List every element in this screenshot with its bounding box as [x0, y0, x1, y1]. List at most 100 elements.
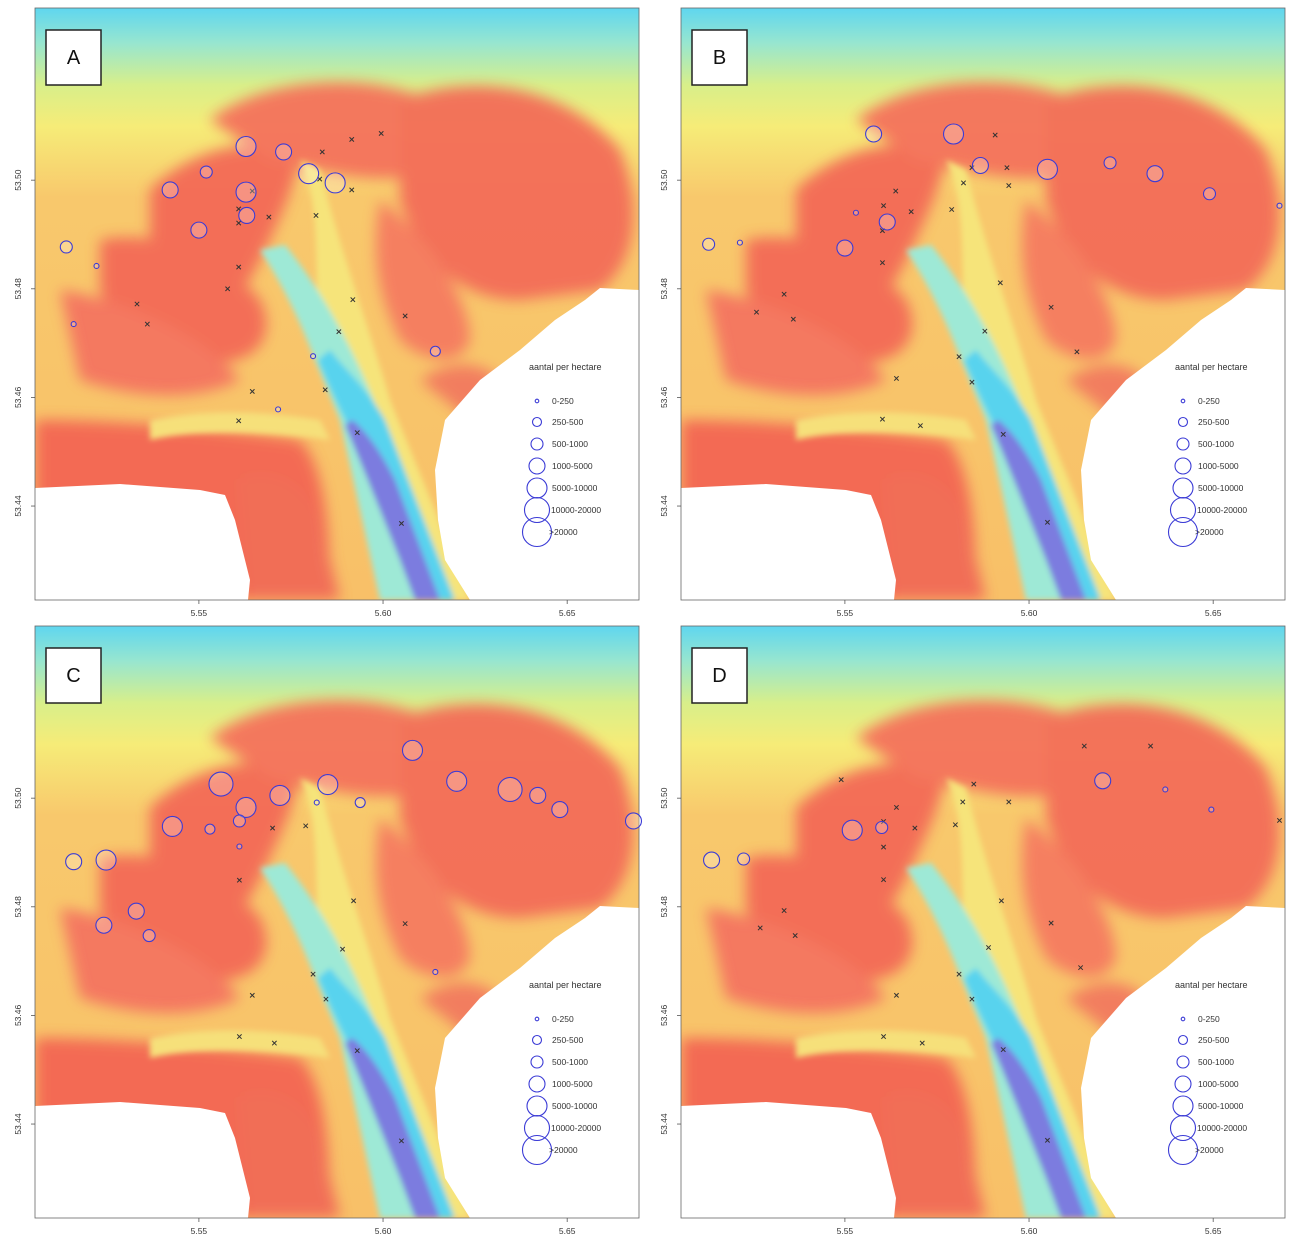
site-absent-marker [236, 220, 242, 226]
legend-label: 10000-20000 [1197, 1123, 1247, 1133]
legend-title: aantal per hectare [1175, 362, 1248, 372]
site-absent-marker [917, 423, 923, 429]
panel-label: C [45, 647, 102, 704]
site-absent-marker [323, 996, 329, 1002]
site-absent-marker [398, 520, 405, 526]
site-density-circle [324, 172, 346, 194]
site-absent-marker [893, 804, 900, 810]
site-absent-marker [134, 301, 140, 307]
site-absent-marker [236, 418, 242, 424]
site-density-circle [529, 786, 547, 805]
site-density-circle [142, 929, 156, 943]
x-tick-label: 5.55 [191, 1226, 208, 1236]
site-density-circle [446, 770, 468, 792]
y-tick-label: 53.44 [13, 495, 23, 517]
site-absent-marker [266, 214, 272, 220]
site-absent-marker [893, 992, 900, 998]
y-tick-label: 53.50 [13, 787, 23, 809]
legend: aantal per hectare 0-250 250-500 500-1000 10… [1167, 980, 1248, 1166]
panel-a: 5.55 5.60 5.65 53.50 53.48 53.46 53.44 aantal p… [0, 0, 646, 618]
legend-symbol [1180, 398, 1186, 404]
legend-label: 500-1000 [1198, 1057, 1234, 1067]
site-density-circle [310, 353, 317, 360]
site-absent-marker [1081, 743, 1087, 749]
site-absent-marker [969, 379, 975, 385]
site-density-circle [971, 156, 989, 175]
legend-symbol [534, 1016, 540, 1022]
site-absent-marker [982, 328, 988, 334]
y-tick-label: 53.50 [13, 169, 23, 191]
legend-title: aantal per hectare [529, 362, 602, 372]
site-density-circle [702, 237, 716, 251]
legend-label: 10000-20000 [551, 505, 601, 515]
site-density-circle [235, 135, 257, 158]
x-tick-label: 5.60 [375, 1226, 392, 1236]
legend-label: 250-500 [552, 417, 583, 427]
legend-label: 250-500 [1198, 1035, 1229, 1045]
site-absent-marker [1000, 431, 1006, 437]
site-absent-marker [757, 925, 763, 931]
site-absent-marker [354, 1048, 360, 1054]
site-density-circle [275, 406, 282, 413]
x-tick-label: 5.60 [1021, 1226, 1038, 1236]
site-density-circle [865, 125, 883, 143]
site-density-circle [59, 240, 73, 254]
y-tick-label: 53.50 [659, 169, 669, 191]
legend-label: 5000-10000 [1198, 483, 1244, 493]
x-tick-label: 5.60 [375, 608, 392, 618]
site-density-circle [204, 823, 216, 835]
legend-symbol [528, 1075, 546, 1093]
legend-symbol [521, 516, 553, 548]
site-absent-marker [349, 136, 355, 142]
land-area [35, 288, 639, 600]
panel-c: 5.55 5.60 5.65 53.50 53.48 53.46 53.44 aantal p… [0, 618, 646, 1236]
site-absent-marker [402, 921, 408, 927]
site-density-circle [269, 784, 291, 807]
site-density-circle [703, 851, 721, 869]
site-absent-marker [236, 877, 242, 883]
legend-symbol [1176, 1055, 1190, 1069]
site-absent-marker [378, 130, 384, 137]
legend-label: 1000-5000 [1198, 1079, 1239, 1089]
svg-text:A: A [67, 47, 81, 69]
site-density-circle [836, 239, 854, 257]
bathymetry-map [35, 626, 639, 1218]
y-tick-label: 53.44 [659, 1113, 669, 1135]
site-density-circle [236, 843, 243, 850]
legend-symbol [1174, 457, 1192, 475]
site-density-circle [354, 796, 366, 809]
legend-symbol [1176, 437, 1190, 451]
site-absent-marker [236, 1034, 242, 1040]
site-absent-marker [998, 898, 1004, 904]
site-density-circle [1276, 202, 1283, 209]
site-absent-marker [351, 898, 357, 904]
site-density-circle [497, 776, 523, 803]
site-absent-marker [350, 297, 356, 303]
site-absent-marker [1006, 799, 1012, 805]
legend-label: 0-250 [1198, 396, 1220, 406]
legend-label: >20000 [1195, 1145, 1224, 1155]
y-tick-label: 53.46 [13, 1005, 23, 1027]
site-density-circle [208, 771, 234, 797]
site-density-circle [235, 181, 257, 203]
x-tick-label: 5.65 [559, 608, 576, 618]
site-absent-marker [879, 416, 886, 422]
legend-label: 1000-5000 [552, 461, 593, 471]
site-density-circle [432, 968, 439, 976]
legend-symbol [534, 398, 540, 404]
site-density-circle [238, 206, 256, 225]
site-absent-marker [792, 933, 798, 939]
site-density-circle [161, 815, 183, 837]
legend-label: 10000-20000 [1197, 505, 1247, 515]
panel-b: 5.55 5.60 5.65 53.50 53.48 53.46 53.44 aantal p… [646, 0, 1292, 618]
site-density-circle [313, 799, 320, 806]
site-absent-marker [919, 1040, 925, 1046]
legend-title: aantal per hectare [529, 980, 602, 990]
site-absent-marker [249, 992, 255, 998]
site-density-circle [298, 163, 320, 185]
site-density-circle [65, 853, 83, 871]
site-absent-marker [960, 180, 967, 186]
bathymetry-map [681, 626, 1285, 1218]
site-density-circle [551, 801, 569, 819]
site-absent-marker [398, 1138, 405, 1144]
